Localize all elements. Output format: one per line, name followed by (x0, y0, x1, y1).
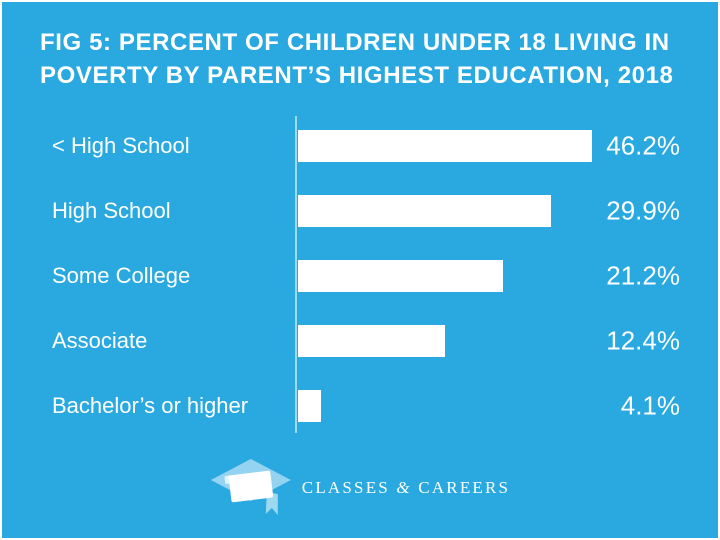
bar-track (298, 324, 718, 357)
bar-label: Some College (52, 262, 191, 288)
logo: CLASSES & CAREERS (210, 458, 510, 516)
bar-value: 46.2% (606, 130, 680, 160)
bar-value: 21.2% (606, 260, 680, 290)
bar (298, 194, 551, 227)
chart-title-line-2: POVERTY BY PARENT’S HIGHEST EDUCATION, 2… (40, 62, 674, 89)
bar-value: 12.4% (606, 325, 680, 355)
logo-text: CLASSES & CAREERS (302, 476, 510, 498)
bar-track (298, 194, 718, 227)
axis-line (295, 116, 297, 433)
bar-value: 29.9% (606, 195, 680, 225)
bar-label: < High School (52, 132, 190, 158)
chart-title: FIG 5: PERCENT OF CHILDREN UNDER 18 LIVI… (40, 26, 674, 92)
bar-rows: < High School 46.2% High School 29.9% So… (2, 113, 718, 438)
bar (298, 259, 503, 292)
bar-row: Associate 12.4% (2, 308, 718, 373)
logo-text-left: CLASSES (301, 478, 390, 497)
bar (298, 324, 445, 357)
bar (298, 129, 592, 162)
bar-row: Bachelor’s or higher 4.1% (2, 373, 718, 438)
bar-row: Some College 21.2% (2, 243, 718, 308)
bar (298, 389, 321, 422)
logo-ampersand: & (396, 478, 412, 497)
bar-track (298, 389, 718, 422)
bar-label: High School (52, 197, 171, 223)
bar-track (298, 129, 718, 162)
bar-label: Bachelor’s or higher (52, 392, 249, 418)
chart-title-line-1: FIG 5: PERCENT OF CHILDREN UNDER 18 LIVI… (40, 29, 670, 56)
bar-label: Associate (52, 327, 148, 353)
bar-row: High School 29.9% (2, 178, 718, 243)
bar-row: < High School 46.2% (2, 113, 718, 178)
graduation-cap-icon (210, 459, 291, 515)
bar-value: 4.1% (620, 390, 680, 420)
logo-text-right: CAREERS (418, 478, 511, 497)
bar-track (298, 259, 718, 292)
